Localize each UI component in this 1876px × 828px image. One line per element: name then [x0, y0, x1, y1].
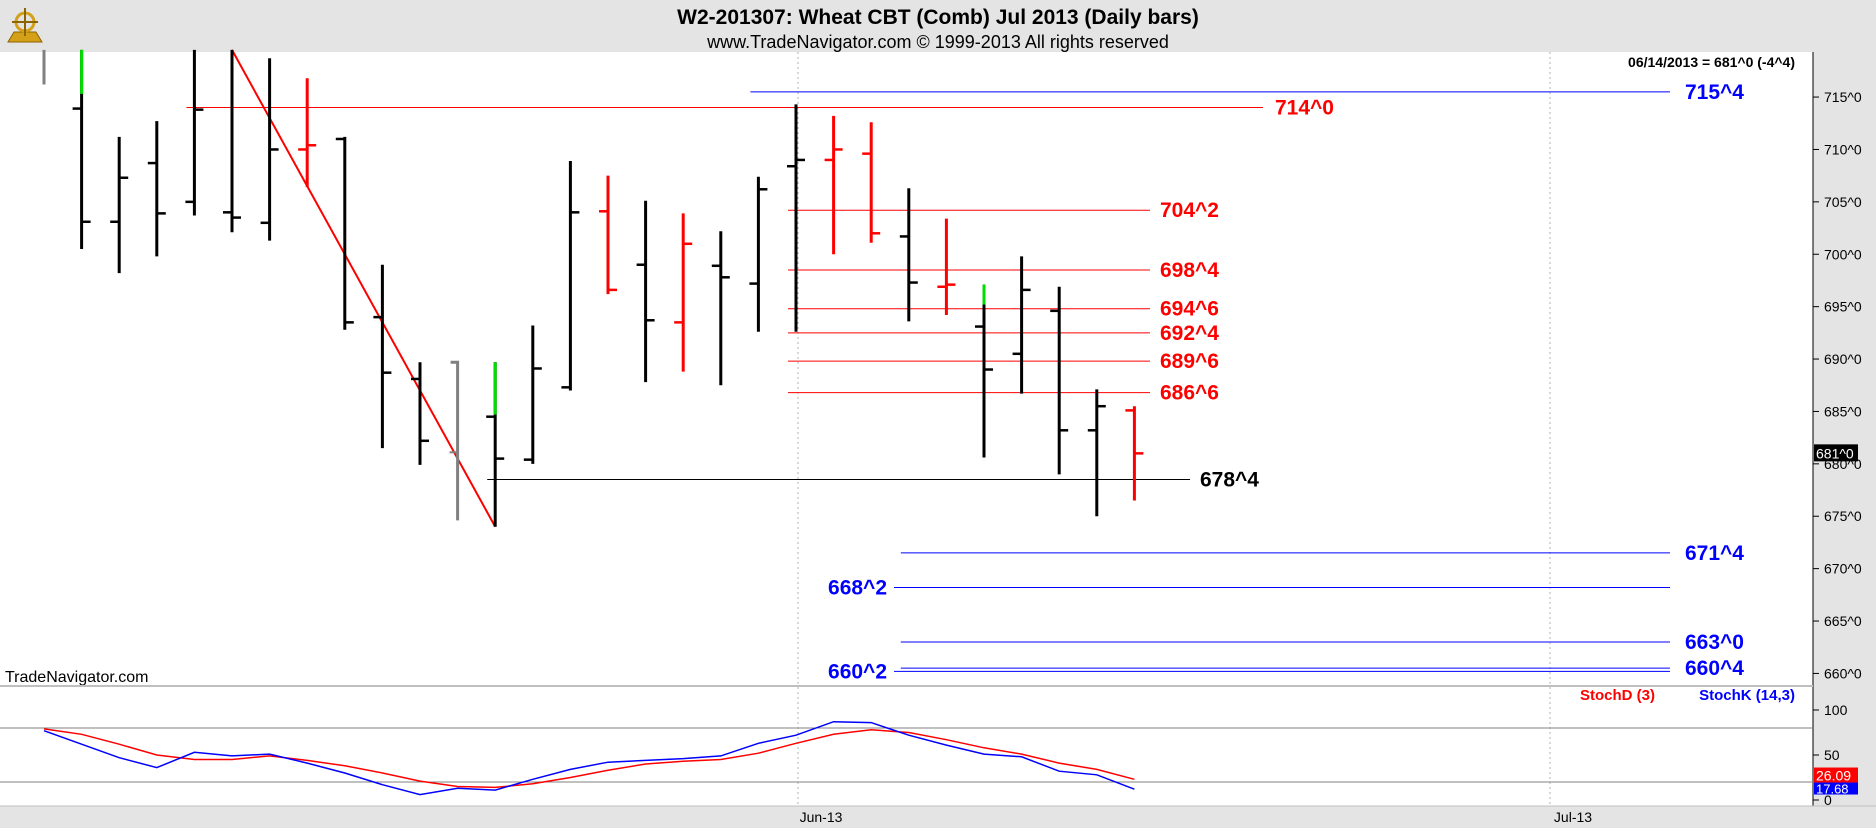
trendline [231, 49, 497, 528]
price-bars [42, 49, 1144, 527]
price-tick-label: 660^0 [1824, 665, 1862, 681]
last-price-box [1814, 444, 1858, 462]
level-label: 660^2 [828, 660, 887, 683]
stoch-tick-label: 50 [1824, 747, 1840, 763]
chart-title: W2-201307: Wheat CBT (Comb) Jul 2013 (Da… [677, 6, 1199, 29]
level-label: 678^4 [1200, 469, 1259, 492]
price-tick-label: 690^0 [1824, 351, 1862, 367]
stochk-legend: StochK (14,3) [1699, 687, 1795, 704]
price-tick-label: 715^0 [1824, 89, 1862, 105]
stoch-series-line [43, 728, 1135, 789]
price-tick-label: 695^0 [1824, 299, 1862, 315]
price-axis: 715^0710^0705^0700^0695^0690^0685^0680^0… [1813, 89, 1862, 681]
level-label: 660^4 [1685, 657, 1744, 680]
level-label: 663^0 [1685, 631, 1744, 654]
level-label: 671^4 [1685, 542, 1744, 565]
level-label: 692^4 [1160, 322, 1219, 345]
stochk-last-label: 17.68 [1816, 782, 1849, 797]
stoch-tick-label: 0 [1824, 792, 1832, 808]
price-tick-label: 705^0 [1824, 194, 1862, 210]
level-label: 715^4 [1685, 81, 1744, 104]
last-price-tag: 681^0 [1814, 444, 1858, 462]
stochd-last-label: 26.09 [1816, 768, 1851, 784]
last-price-label: 681^0 [1816, 445, 1854, 461]
stoch-series-line [43, 720, 1135, 796]
trendline-segment [231, 49, 497, 528]
time-axis: Jun-13 Jul-13 [800, 809, 1593, 825]
price-tick-label: 665^0 [1824, 613, 1862, 629]
tradenavigator-logo-icon [7, 8, 43, 43]
stoch-tick-label: 100 [1824, 702, 1848, 718]
level-label: 698^4 [1160, 259, 1219, 282]
level-label: 686^6 [1160, 382, 1219, 405]
level-label: 668^2 [828, 576, 887, 599]
price-tick-label: 685^0 [1824, 403, 1862, 419]
stochd-legend: StochD (3) [1580, 687, 1655, 704]
time-tick-label: Jul-13 [1554, 809, 1592, 825]
month-gridlines [797, 52, 1551, 806]
last-price-info: 06/14/2013 = 681^0 (-4^4) [1628, 54, 1795, 70]
price-bar [450, 360, 460, 521]
level-label: 694^6 [1160, 298, 1219, 321]
price-tick-label: 675^0 [1824, 508, 1862, 524]
level-label: 704^2 [1160, 199, 1219, 222]
price-tick-label: 710^0 [1824, 141, 1862, 157]
price-tick-label: 700^0 [1824, 246, 1862, 262]
price-tick-label: 670^0 [1824, 561, 1862, 577]
stochd-last-box [1814, 767, 1858, 783]
level-label: 714^0 [1275, 97, 1334, 120]
chart-subtitle: www.TradeNavigator.com © 1999-2013 All r… [706, 32, 1169, 52]
watermark: TradeNavigator.com [5, 669, 148, 686]
stochk-last-box [1814, 782, 1858, 795]
level-label: 689^6 [1160, 350, 1219, 373]
time-tick-label: Jun-13 [800, 809, 843, 825]
